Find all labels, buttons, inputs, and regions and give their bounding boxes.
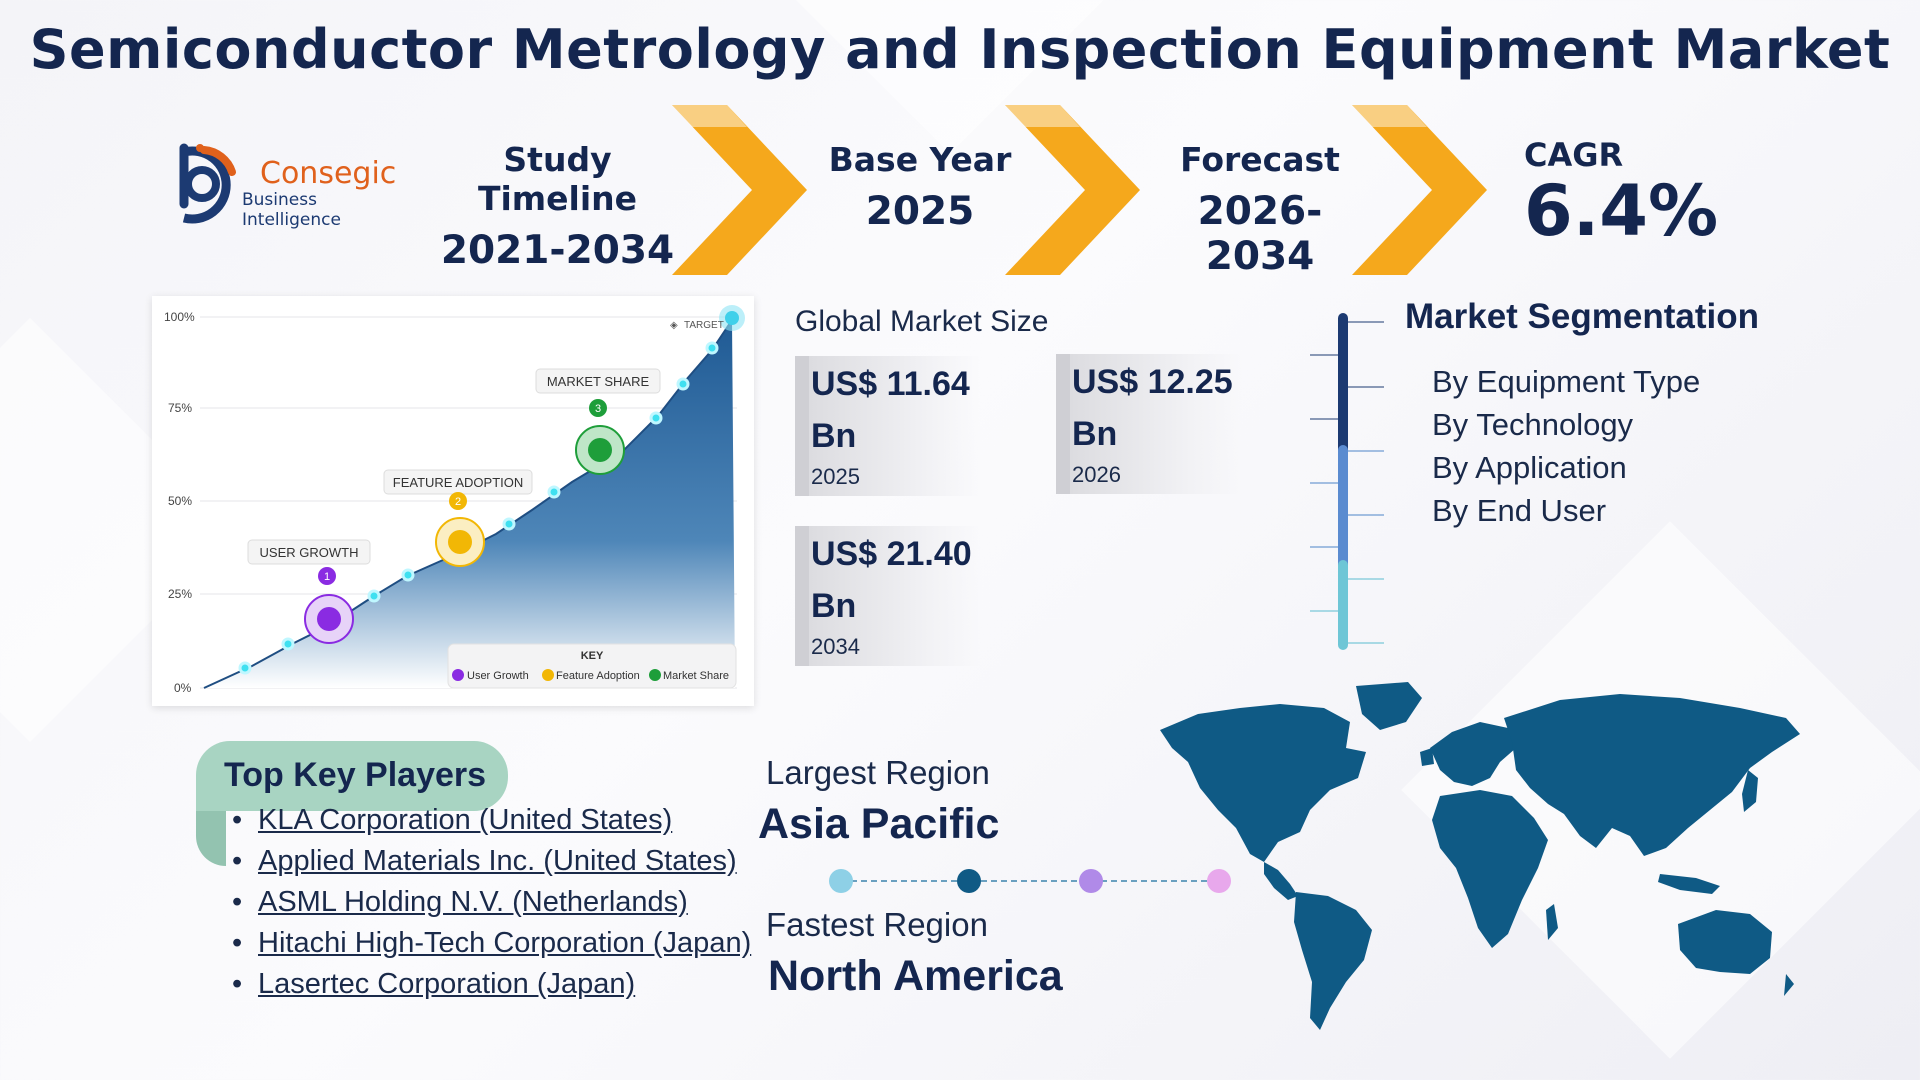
key-item-feature-adoption: Feature Adoption bbox=[556, 670, 640, 682]
milestone-3-number: 3 bbox=[595, 403, 601, 415]
y-tick-label: 100% bbox=[164, 310, 195, 324]
chart-key-title: KEY bbox=[581, 650, 604, 662]
key-player-link[interactable]: Hitachi High-Tech Corporation (Japan) bbox=[232, 923, 751, 964]
milestone-1-number: 1 bbox=[324, 571, 330, 583]
key-swatch-feature-adoption bbox=[542, 669, 554, 681]
segmentation-title: Market Segmentation bbox=[1405, 297, 1759, 336]
market-size-unit: Bn bbox=[811, 587, 857, 625]
key-player-link[interactable]: Lasertec Corporation (Japan) bbox=[232, 964, 751, 1005]
market-size-amount: US$ 12.25 bbox=[1072, 363, 1233, 401]
growth-chart-card: 100% 75% 50% 25% 0% ◈ TARGET bbox=[152, 296, 754, 706]
key-player-link[interactable]: KLA Corporation (United States) bbox=[232, 800, 751, 841]
consegic-logo: Consegic Business Intelligence bbox=[164, 142, 414, 232]
path-point bbox=[281, 637, 295, 651]
milestone-label-box bbox=[247, 539, 371, 565]
segmentation-item: By Equipment Type bbox=[1432, 364, 1701, 399]
path-point bbox=[367, 589, 381, 603]
study-timeline: Study Timeline 2021-2034 bbox=[425, 140, 690, 273]
market-size-2034: US$ 21.40 Bn 2034 bbox=[795, 526, 981, 666]
milestone-label-box bbox=[535, 368, 661, 394]
base-year-value: 2025 bbox=[865, 189, 975, 234]
milestone-3-label: MARKET SHARE bbox=[547, 374, 650, 389]
segmentation-bar-icon bbox=[1310, 313, 1384, 650]
market-size-amount: US$ 21.40 bbox=[811, 535, 972, 573]
world-map bbox=[1160, 682, 1800, 1030]
segmentation-item: By Technology bbox=[1432, 407, 1634, 442]
market-size-title: Global Market Size bbox=[795, 305, 1049, 338]
growth-line bbox=[203, 319, 733, 689]
fastest-region-label: Fastest Region bbox=[766, 906, 988, 943]
market-size-year: 2025 bbox=[811, 464, 860, 489]
connector-dot bbox=[829, 869, 853, 893]
milestone-1-dot bbox=[317, 607, 341, 631]
key-item-user-growth: User Growth bbox=[467, 670, 529, 682]
milestone-1-badge bbox=[318, 567, 336, 585]
connector-dot bbox=[1207, 869, 1231, 893]
region-connector bbox=[829, 869, 1231, 893]
page-title: Semiconductor Metrology and Inspection E… bbox=[29, 18, 1891, 81]
market-size-unit: Bn bbox=[1072, 415, 1118, 453]
largest-region-label: Largest Region bbox=[766, 754, 990, 791]
key-players-title: Top Key Players bbox=[224, 756, 487, 794]
target-icon: ◈ bbox=[670, 320, 678, 331]
chevron-right-icon bbox=[1352, 105, 1487, 275]
chevron-right-icon bbox=[1005, 105, 1140, 275]
path-point bbox=[547, 485, 561, 499]
y-tick-label: 0% bbox=[174, 681, 192, 695]
path-point bbox=[502, 517, 516, 531]
milestone-2-label: FEATURE ADOPTION bbox=[393, 475, 524, 490]
connector-dot bbox=[957, 869, 981, 893]
logo-mark-icon bbox=[179, 143, 236, 224]
milestone-2-number: 2 bbox=[455, 496, 461, 508]
key-swatch-market-share bbox=[649, 669, 661, 681]
target-label: TARGET bbox=[684, 320, 724, 331]
forecast-label: Forecast bbox=[1180, 140, 1340, 179]
forecast: Forecast 2026-2034 bbox=[1150, 140, 1370, 279]
market-size-amount: US$ 11.64 bbox=[811, 365, 970, 403]
segmentation-list: By Equipment Type By Technology By Appli… bbox=[1432, 360, 1700, 532]
chart-key bbox=[447, 643, 737, 689]
y-tick-label: 75% bbox=[168, 401, 192, 415]
market-size-unit: Bn bbox=[811, 417, 857, 455]
key-swatch-user-growth bbox=[452, 669, 464, 681]
key-player-link[interactable]: Applied Materials Inc. (United States) bbox=[232, 841, 751, 882]
key-players-list: KLA Corporation (United States) Applied … bbox=[232, 800, 751, 1005]
chevron-right-icon bbox=[672, 105, 807, 275]
base-year: Base Year 2025 bbox=[820, 140, 1020, 234]
market-size-2026: US$ 12.25 Bn 2026 bbox=[1056, 354, 1242, 494]
path-point bbox=[238, 661, 252, 675]
path-point bbox=[401, 568, 415, 582]
study-timeline-label: Study Timeline bbox=[477, 140, 638, 218]
connector-dot bbox=[1079, 869, 1103, 893]
study-timeline-value: 2021-2034 bbox=[440, 228, 675, 273]
milestone-1-label: USER GROWTH bbox=[260, 545, 359, 560]
segmentation-item: By End User bbox=[1432, 493, 1607, 528]
path-point bbox=[649, 411, 663, 425]
path-point bbox=[676, 377, 690, 391]
milestone-3-dot bbox=[588, 438, 612, 462]
largest-region-value: Asia Pacific bbox=[758, 800, 1000, 848]
segmentation-item: By Application bbox=[1432, 450, 1627, 485]
target-point-core bbox=[725, 311, 739, 325]
cagr-label: CAGR bbox=[1524, 136, 1624, 174]
market-size-year: 2026 bbox=[1072, 462, 1121, 487]
market-size-2025: US$ 11.64 Bn 2025 bbox=[795, 356, 981, 496]
milestone-3-badge bbox=[589, 399, 607, 417]
key-item-market-share: Market Share bbox=[663, 670, 729, 682]
y-tick-label: 25% bbox=[168, 587, 192, 601]
forecast-value: 2026-2034 bbox=[1197, 189, 1323, 279]
milestone-2-badge bbox=[449, 492, 467, 510]
path-point bbox=[705, 341, 719, 355]
market-size-year: 2034 bbox=[811, 634, 860, 659]
cagr-value: 6.4% bbox=[1524, 170, 1719, 252]
key-player-link[interactable]: ASML Holding N.V. (Netherlands) bbox=[232, 882, 751, 923]
y-tick-label: 50% bbox=[168, 494, 192, 508]
fastest-region-value: North America bbox=[768, 952, 1063, 1000]
milestone-2-dot bbox=[448, 530, 472, 554]
growth-chart: 100% 75% 50% 25% 0% ◈ TARGET bbox=[164, 305, 745, 695]
growth-area bbox=[204, 320, 735, 688]
base-year-label: Base Year bbox=[828, 140, 1012, 179]
logo-name: Consegic bbox=[260, 156, 397, 191]
logo-tagline: Business Intelligence bbox=[242, 190, 341, 230]
